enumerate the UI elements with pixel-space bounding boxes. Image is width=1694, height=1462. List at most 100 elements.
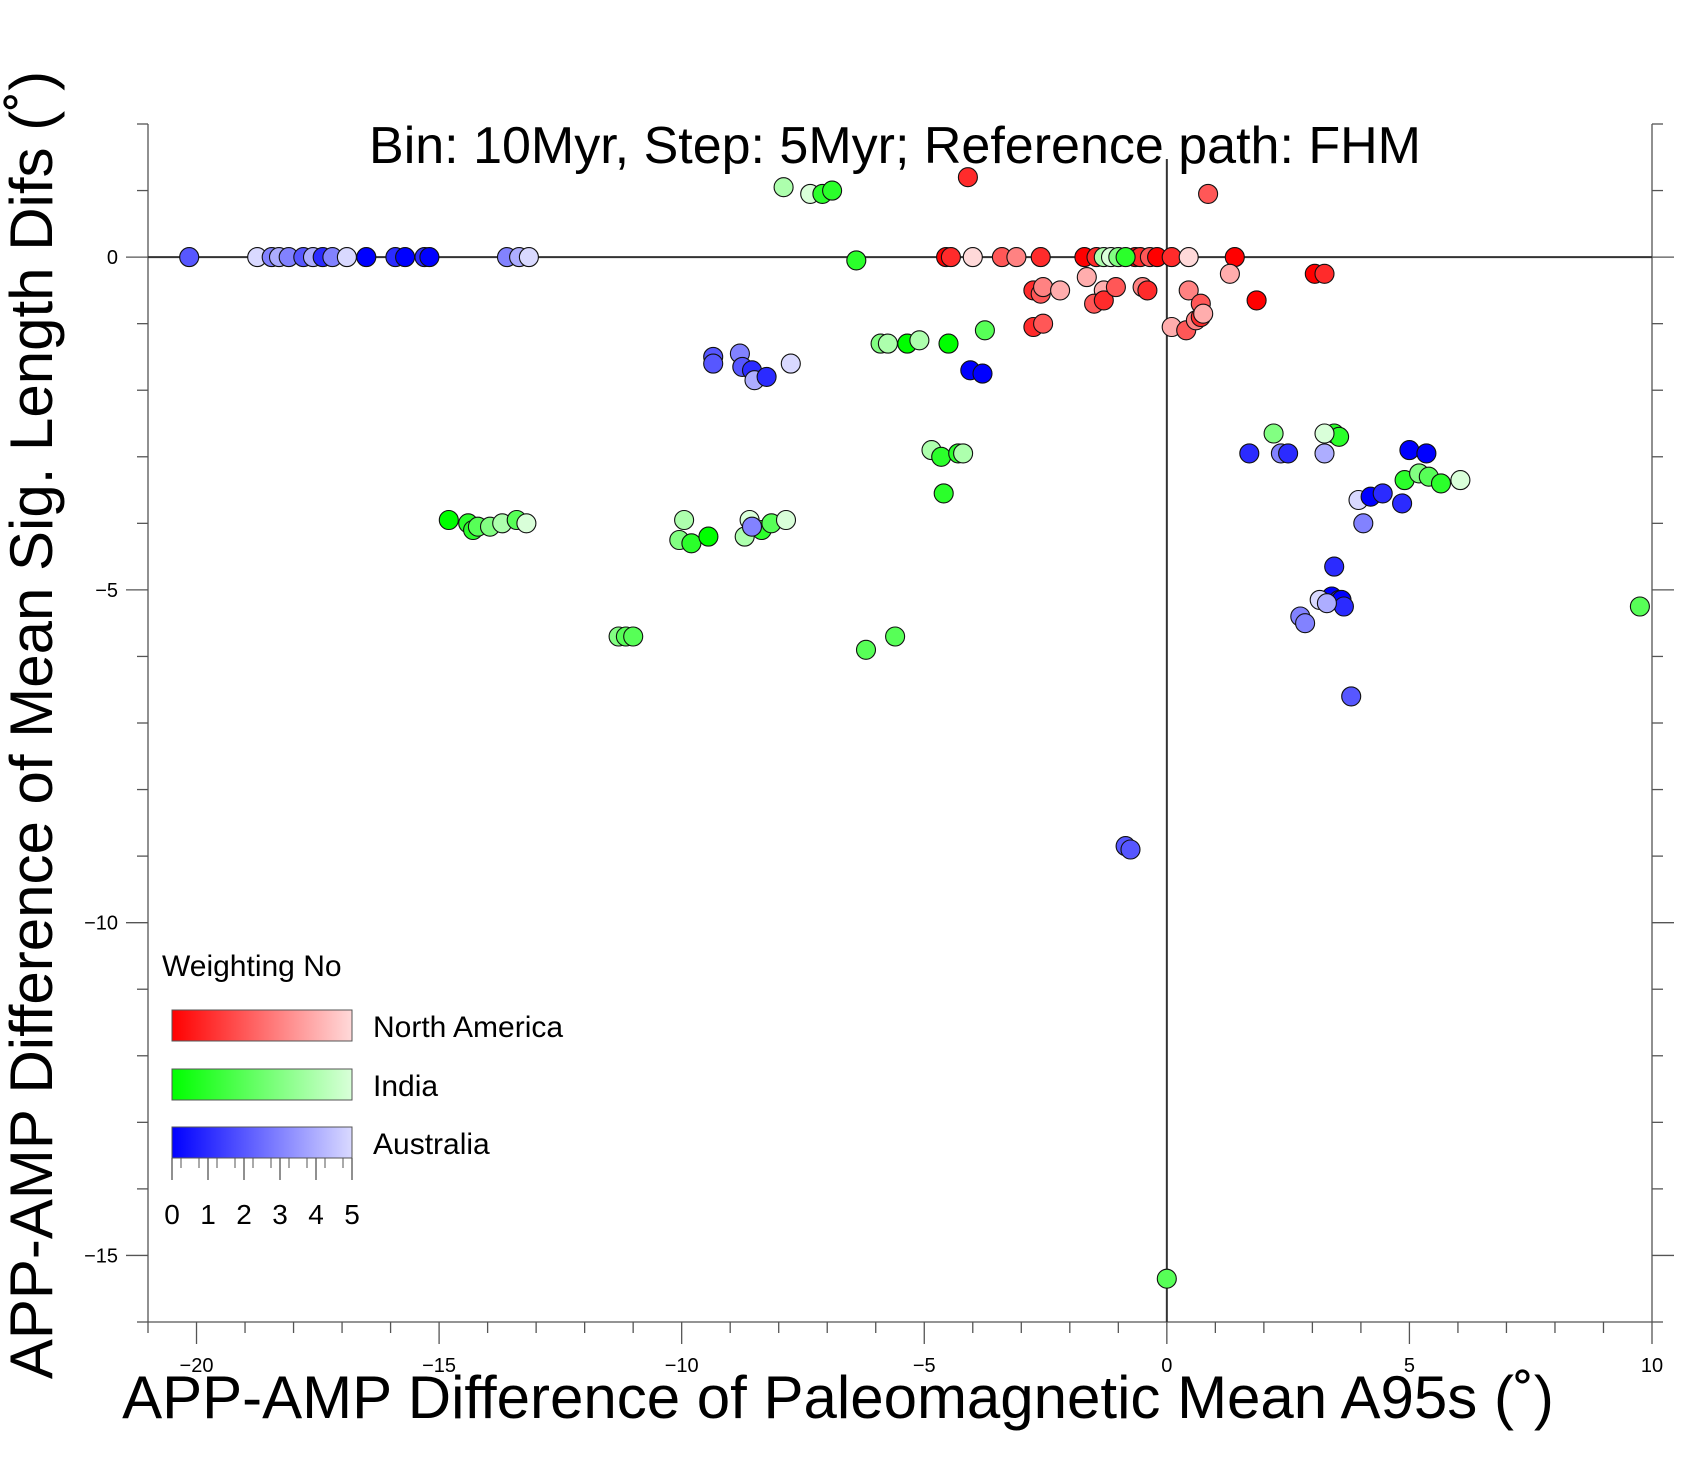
point-north-america <box>1178 247 1199 268</box>
point-australia <box>1416 443 1437 464</box>
point-north-america <box>1198 183 1219 204</box>
x-axis-label: APP-AMP Difference of Paleomagnetic Mean… <box>122 1364 1554 1431</box>
data-points <box>179 167 1650 1289</box>
point-india <box>1263 423 1284 444</box>
legend-scale-label: 0 <box>164 1199 180 1230</box>
legend-label-north-america: North America <box>373 1011 563 1044</box>
point-north-america <box>1093 290 1114 311</box>
x-tick-label: 0 <box>1161 1355 1172 1377</box>
point-australia <box>1392 493 1413 514</box>
point-north-america <box>1076 267 1097 288</box>
legend-swatch-australia <box>171 1126 353 1159</box>
point-india <box>516 513 537 534</box>
point-north-america <box>957 167 978 188</box>
point-australia <box>1316 593 1337 614</box>
point-australia <box>179 247 200 268</box>
point-north-america <box>940 247 961 268</box>
point-australia <box>1324 556 1345 577</box>
point-north-america <box>1105 277 1126 298</box>
point-australia <box>419 247 440 268</box>
point-north-america <box>962 247 983 268</box>
point-india <box>773 177 794 198</box>
point-north-america <box>1314 263 1335 284</box>
legend-swatch-north-america <box>171 1009 353 1042</box>
point-north-america <box>1178 280 1199 301</box>
legend-scale-label: 1 <box>200 1199 216 1230</box>
point-australia <box>780 353 801 374</box>
point-north-america <box>1161 247 1182 268</box>
point-india <box>909 330 930 351</box>
point-australia <box>1399 440 1420 461</box>
y-axis-label: APP-AMP Difference of Mean Sig. Length D… <box>0 71 65 1379</box>
legend-scale-label: 3 <box>272 1199 288 1230</box>
point-australia <box>756 366 777 387</box>
x-tick-label: −5 <box>913 1355 936 1377</box>
point-north-america <box>1030 247 1051 268</box>
chart-title: Bin: 10Myr, Step: 5Myr; Reference path: … <box>369 117 1421 175</box>
point-india <box>974 320 995 341</box>
legend-scale-label: 2 <box>236 1199 252 1230</box>
point-australia <box>356 247 377 268</box>
point-india <box>938 333 959 354</box>
point-india <box>674 509 695 531</box>
legend-scale-label: 4 <box>308 1199 324 1230</box>
point-india <box>822 180 843 201</box>
point-australia <box>1353 513 1374 534</box>
point-australia <box>972 363 993 384</box>
point-north-america <box>1033 313 1054 334</box>
point-india <box>877 333 898 354</box>
point-australia <box>1314 443 1335 464</box>
point-india <box>846 250 867 271</box>
point-north-america <box>1050 280 1071 301</box>
point-india <box>855 639 877 660</box>
point-australia <box>741 516 763 537</box>
point-india <box>775 509 797 531</box>
y-tick-label: −10 <box>84 913 118 935</box>
point-india <box>1430 473 1452 494</box>
point-australia <box>336 247 357 268</box>
point-australia <box>518 247 539 268</box>
point-india <box>1450 470 1471 491</box>
y-tick-label: 0 <box>107 247 118 269</box>
axes: −20 −15 −10 −5 0 5 100−5−10−15 <box>84 123 1674 1377</box>
point-india <box>623 626 644 647</box>
x-tick-label: −15 <box>422 1355 456 1377</box>
point-north-america <box>1033 277 1054 298</box>
point-australia <box>1120 839 1141 860</box>
legend-swatch-india <box>171 1068 353 1101</box>
point-australia <box>703 353 724 374</box>
point-australia <box>1372 483 1393 504</box>
point-india <box>698 526 719 547</box>
point-north-america <box>1224 247 1245 268</box>
point-india <box>681 533 702 554</box>
point-india <box>1629 596 1650 617</box>
x-tick-label: 10 <box>1641 1355 1663 1377</box>
point-australia <box>1295 613 1316 634</box>
x-tick-label: −10 <box>665 1355 699 1377</box>
y-tick-label: −15 <box>84 1245 118 1267</box>
point-north-america <box>1246 290 1267 311</box>
legend-label-india: India <box>373 1070 438 1103</box>
point-india <box>885 626 906 647</box>
point-australia <box>1341 686 1362 707</box>
y-tick-label: −5 <box>95 580 118 602</box>
point-north-america <box>1193 303 1214 324</box>
x-tick-label: −20 <box>180 1355 214 1377</box>
point-australia <box>1333 596 1354 617</box>
point-india <box>931 446 952 467</box>
point-australia <box>395 247 416 268</box>
point-india <box>1156 1268 1177 1289</box>
legend: Weighting No North America India Australia… <box>162 950 563 1230</box>
legend-title: Weighting No <box>162 950 342 983</box>
point-australia <box>1239 443 1260 464</box>
point-india <box>953 443 974 464</box>
legend-label-australia: Australia <box>373 1128 490 1161</box>
point-india <box>1115 247 1136 268</box>
x-tick-label: 5 <box>1404 1355 1415 1377</box>
point-north-america <box>1219 263 1240 284</box>
point-north-america <box>1006 247 1027 268</box>
point-india <box>933 483 954 504</box>
point-india <box>1314 423 1335 444</box>
legend-scale-label: 5 <box>344 1199 360 1230</box>
